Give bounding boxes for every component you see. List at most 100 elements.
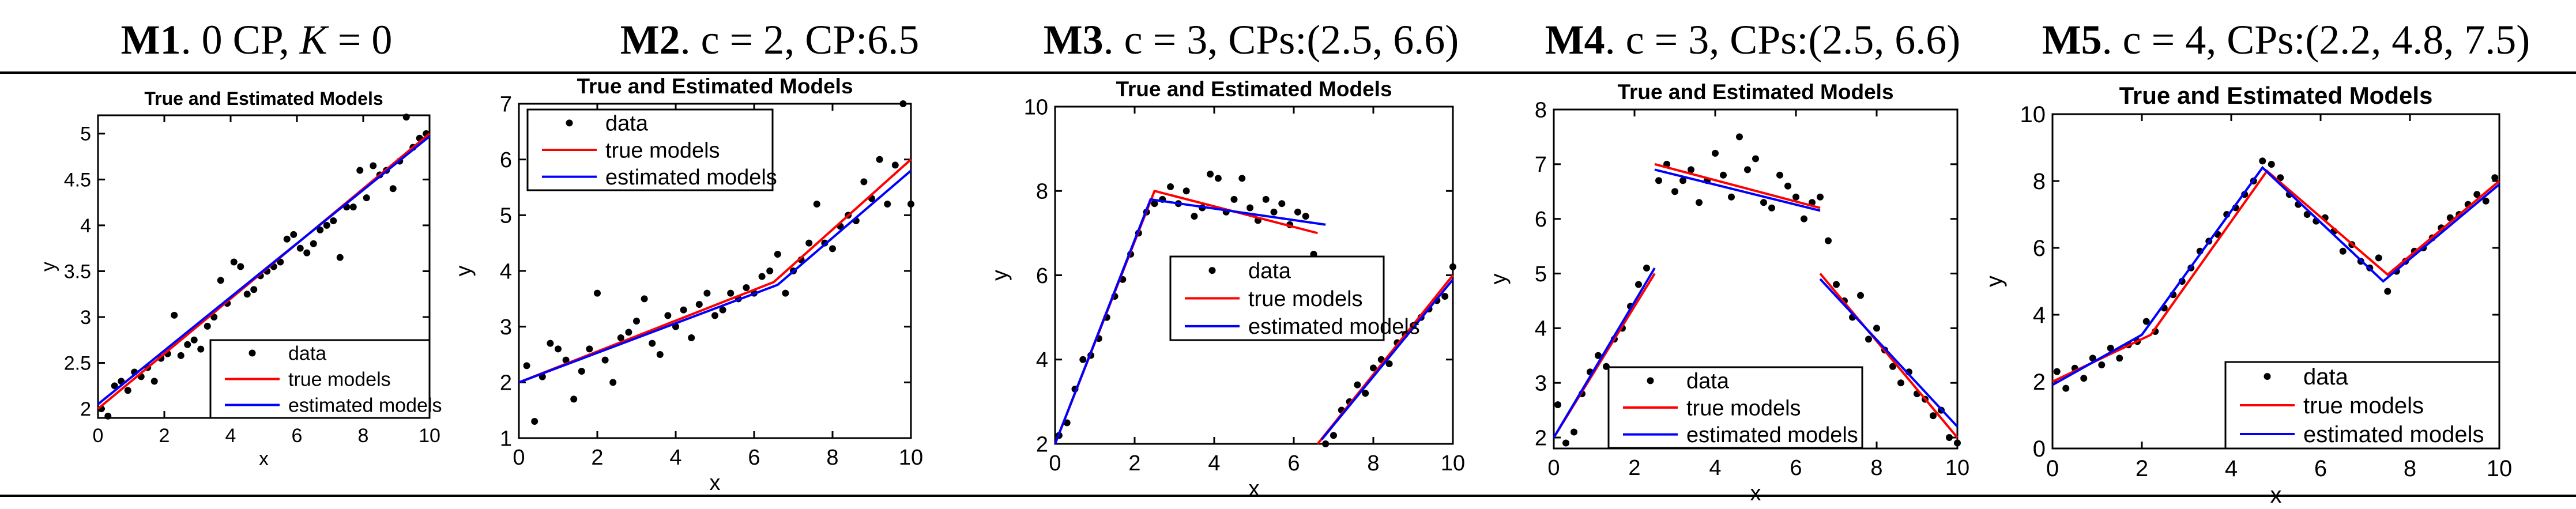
y-axis-label: y — [1486, 274, 1511, 285]
y-tick-label: 4 — [500, 259, 512, 284]
legend: data true models estimated models — [2224, 361, 2500, 450]
data-point — [1294, 208, 1301, 216]
data-point — [2268, 161, 2275, 168]
data-point — [1736, 133, 1743, 141]
y-tick-label: 8 — [1036, 180, 1048, 204]
data-point — [323, 221, 330, 229]
y-tick-label: 3 — [1535, 371, 1547, 395]
data-point — [1230, 195, 1238, 203]
data-point — [531, 418, 538, 425]
data-point — [310, 240, 317, 247]
x-tick-label: 6 — [748, 446, 760, 470]
data-point — [1167, 183, 1174, 190]
data-point — [1760, 199, 1767, 206]
data-point — [1246, 204, 1254, 212]
data-point — [1679, 177, 1686, 184]
data-point — [1151, 200, 1158, 208]
data-point — [1833, 281, 1840, 288]
data-point — [197, 345, 205, 353]
legend-label: estimated models — [2303, 422, 2484, 447]
y-tick-label: 6 — [1535, 208, 1547, 232]
legend: data true models estimated models — [209, 339, 442, 419]
data-point — [1262, 195, 1270, 203]
data-point — [1441, 293, 1449, 300]
legend-label: data — [605, 112, 649, 136]
data-point — [805, 239, 813, 247]
y-tick-label: 8 — [2033, 169, 2046, 194]
y-tick-label: 4 — [1036, 348, 1048, 372]
data-point — [1744, 166, 1751, 174]
legend-label: estimated models — [288, 394, 442, 416]
panel-id: M4 — [1545, 17, 1605, 63]
x-tick-label: 2 — [2136, 456, 2148, 481]
panel-title-m5: M5. c = 4, CPs:(2.2, 4.8, 7.5) — [2001, 8, 2571, 71]
data-point — [1784, 182, 1791, 190]
data-point — [1302, 213, 1309, 220]
x-tick-label: 6 — [1287, 451, 1300, 476]
data-point — [1449, 263, 1456, 270]
estimated-model-line — [1654, 168, 1821, 212]
data-point — [250, 286, 258, 293]
data-point — [1696, 199, 1703, 206]
data-point — [1671, 188, 1678, 195]
x-axis-label: x — [1750, 481, 1761, 506]
y-tick-label: 6 — [1036, 264, 1048, 288]
panel-desc: . c = 4, CPs:(2.2, 4.8, 7.5) — [2102, 17, 2530, 63]
data-point — [2339, 247, 2347, 255]
x-tick-label: 10 — [1945, 456, 1969, 480]
data-point — [370, 162, 377, 169]
chart-title: True and Estimated Models — [1617, 80, 1893, 104]
y-tick-label: 5 — [80, 123, 91, 145]
x-tick-label: 8 — [1367, 451, 1379, 476]
data-point — [719, 306, 726, 314]
data-point — [586, 345, 593, 353]
legend-marker-data — [566, 119, 573, 127]
data-point — [758, 273, 766, 280]
data-point — [562, 356, 570, 364]
legend-label: true models — [605, 138, 720, 163]
data-point — [766, 267, 774, 274]
true-model-line — [1819, 273, 1959, 439]
data-point — [1655, 177, 1662, 184]
data-point — [2482, 197, 2490, 205]
legend-label: true models — [2303, 393, 2424, 418]
data-point — [1562, 439, 1569, 447]
x-tick-label: 6 — [1790, 456, 1802, 480]
data-point — [1752, 155, 1759, 163]
data-point — [1191, 213, 1198, 220]
panel-id: M2 — [620, 17, 680, 63]
legend-label: estimated models — [605, 165, 777, 190]
x-tick-label: 4 — [1208, 451, 1220, 476]
x-tick-label: 4 — [2225, 456, 2238, 481]
panel-id: M3 — [1043, 17, 1104, 63]
data-point — [727, 289, 735, 297]
chart-title: True and Estimated Models — [1116, 77, 1392, 101]
x-tick-label: 2 — [159, 425, 170, 447]
legend-label: data — [1248, 259, 1291, 283]
x-tick-label: 8 — [826, 446, 838, 470]
data-point — [617, 334, 624, 341]
y-axis-label: y — [1982, 276, 2007, 287]
x-tick-label: 10 — [1441, 451, 1465, 476]
x-tick-label: 0 — [513, 446, 525, 470]
data-point — [111, 382, 118, 390]
data-point — [1330, 432, 1337, 439]
data-point — [330, 217, 337, 224]
data-point — [594, 289, 601, 297]
data-point — [813, 201, 820, 208]
panel-title-m1: M1. 0 CP, K = 0 — [0, 8, 513, 71]
panel-desc: . 0 CP, — [180, 17, 300, 63]
y-tick-label: 4.5 — [64, 169, 91, 191]
data-point — [1385, 360, 1393, 368]
data-point — [625, 329, 632, 336]
data-point — [1370, 364, 1377, 372]
legend-marker-data — [1208, 267, 1216, 274]
y-tick-label: 0 — [2033, 436, 2046, 462]
data-point — [664, 312, 672, 319]
data-point — [2062, 384, 2070, 392]
legend-label: data — [1686, 370, 1730, 394]
bottom-rule — [0, 495, 2576, 497]
x-tick-label: 2 — [1128, 451, 1140, 476]
